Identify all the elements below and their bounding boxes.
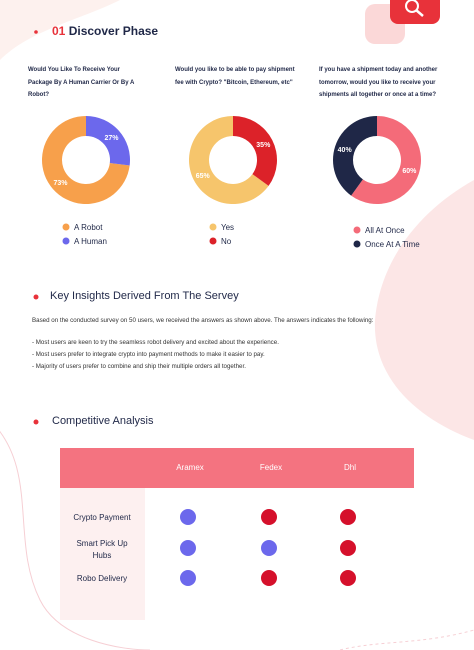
status-dot [340, 570, 356, 586]
value-label: 73% [53, 180, 68, 187]
status-dot [261, 570, 277, 586]
legend-label: A Robot [74, 223, 103, 232]
bullet-dot [34, 30, 38, 34]
decor-blob [0, 0, 120, 60]
insights-bullet: - Most users are keen to try the seamles… [32, 339, 279, 346]
status-dot [340, 509, 356, 525]
donut-slice [42, 116, 130, 204]
insights-bullet: - Most users prefer to integrate crypto … [32, 351, 265, 358]
donut-slice [188, 116, 269, 205]
insights-bullet: - Majority of users prefer to combine an… [32, 363, 246, 370]
donut-slice [351, 116, 421, 204]
table-label-bg [60, 488, 145, 620]
row-label: Crypto Payment [73, 513, 131, 522]
header-title: Discover Phase [68, 24, 159, 38]
header-number: 01 [52, 24, 66, 38]
decor-blob [374, 180, 474, 440]
status-dot [180, 540, 196, 556]
chart-title: Would you like to be able to pay shipmen… [175, 67, 295, 86]
bullet-dot [33, 294, 39, 300]
search-glass [405, 0, 419, 13]
decor-line [339, 629, 474, 650]
table-header-bg [60, 448, 414, 488]
legend-label: All At Once [365, 226, 405, 235]
status-dot [261, 509, 277, 525]
legend-label: Yes [221, 223, 234, 232]
status-dot [180, 570, 196, 586]
chart-title: Would You Like To Receive Your Package B… [28, 67, 135, 98]
row-label: Robo Delivery [76, 574, 128, 583]
donut-slice [333, 116, 377, 196]
search-handle [415, 9, 424, 17]
value-label: 40% [338, 147, 353, 154]
insights-heading: Key Insights Derived From The Servey [50, 290, 239, 302]
value-label: 27% [104, 135, 119, 142]
legend-label: No [221, 237, 232, 246]
header: 01 Discover Phase [52, 24, 158, 38]
column-header: Fedex [260, 463, 282, 472]
status-dot [340, 540, 356, 556]
status-dot [180, 509, 196, 525]
legend-label: Once At A Time [365, 240, 420, 249]
value-label: 60% [402, 168, 417, 175]
bullet-dot [33, 419, 39, 425]
column-header: Dhl [344, 463, 356, 472]
legend-swatch [209, 237, 217, 245]
status-dot [261, 540, 277, 556]
donut-slice [233, 116, 277, 186]
insights-intro: Based on the conducted survey on 50 user… [32, 317, 374, 324]
decor-line [0, 430, 151, 650]
legend-swatch [353, 226, 361, 234]
value-label: 65% [196, 173, 211, 180]
legend-swatch [353, 240, 361, 248]
row-label: Smart Pick Up Hubs [76, 539, 128, 560]
legend-swatch [209, 223, 217, 231]
competitive-heading: Competitive Analysis [52, 415, 154, 427]
legend-swatch [62, 223, 70, 231]
column-header: Aramex [176, 463, 204, 472]
legend-label: A Human [74, 237, 107, 246]
legend-swatch [62, 237, 70, 245]
donut-slice [86, 116, 130, 166]
value-label: 35% [256, 142, 271, 149]
chart-title: If you have a shipment today and another… [319, 67, 438, 98]
